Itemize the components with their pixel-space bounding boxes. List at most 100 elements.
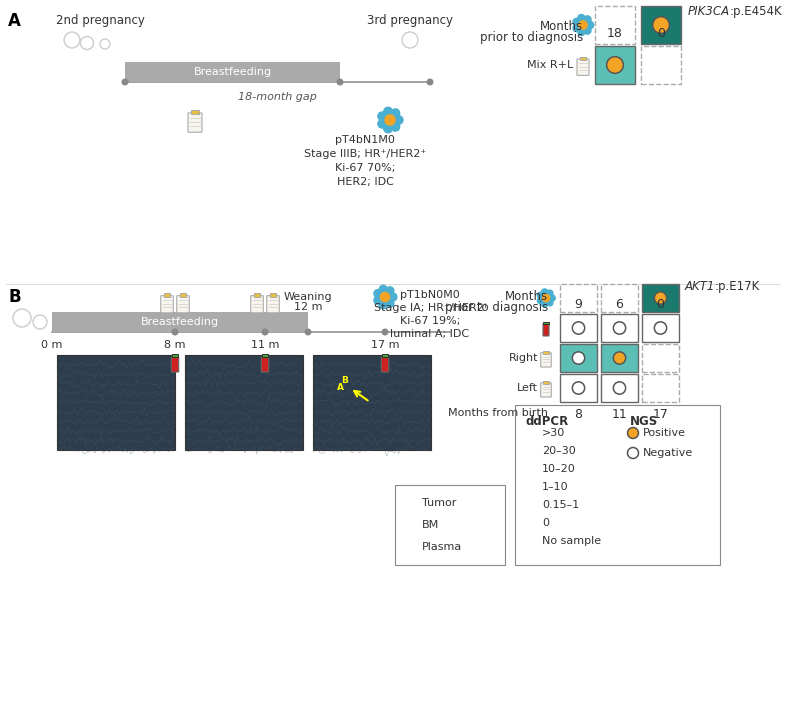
Text: Ki-67 19%;: Ki-67 19%; <box>400 316 460 326</box>
Circle shape <box>573 24 580 32</box>
Circle shape <box>584 16 591 23</box>
Bar <box>642 314 679 342</box>
FancyBboxPatch shape <box>171 357 178 372</box>
FancyBboxPatch shape <box>381 357 389 372</box>
Text: B: B <box>342 376 348 385</box>
Text: B: B <box>8 288 20 306</box>
Text: Stage IA; HR⁺/HER2⁾: Stage IA; HR⁺/HER2⁾ <box>373 303 487 313</box>
Circle shape <box>171 328 178 336</box>
Text: No sample: No sample <box>542 536 601 546</box>
FancyBboxPatch shape <box>541 383 551 397</box>
Text: NGS: NGS <box>630 415 658 428</box>
Circle shape <box>549 295 555 301</box>
Circle shape <box>427 78 434 86</box>
Bar <box>560 374 597 402</box>
Text: 11 m: 11 m <box>251 340 279 350</box>
Bar <box>525 498 538 511</box>
Text: Tumor: Tumor <box>422 498 457 508</box>
Circle shape <box>414 500 420 506</box>
Circle shape <box>542 289 548 295</box>
Circle shape <box>627 448 638 459</box>
Circle shape <box>384 107 392 116</box>
Circle shape <box>122 78 128 86</box>
Text: 10–20: 10–20 <box>542 464 576 474</box>
Circle shape <box>654 322 667 334</box>
Circle shape <box>607 57 623 73</box>
Text: 8: 8 <box>575 408 582 421</box>
Circle shape <box>578 28 585 35</box>
Circle shape <box>384 124 392 132</box>
Circle shape <box>572 382 585 394</box>
Bar <box>525 444 538 457</box>
Circle shape <box>613 352 626 364</box>
Text: Right: Right <box>509 353 538 363</box>
Circle shape <box>374 297 382 305</box>
Bar <box>601 314 638 342</box>
Circle shape <box>386 300 394 307</box>
Bar <box>525 516 538 529</box>
Text: Breastfeeding: Breastfeeding <box>141 317 219 327</box>
Text: pT4bN1M0: pT4bN1M0 <box>335 135 395 145</box>
Circle shape <box>380 285 387 293</box>
Text: 6: 6 <box>615 298 623 311</box>
Bar <box>595 6 635 44</box>
Circle shape <box>652 17 670 33</box>
Text: 18: 18 <box>607 27 623 40</box>
Circle shape <box>572 352 585 364</box>
Circle shape <box>378 120 387 128</box>
FancyBboxPatch shape <box>251 296 263 313</box>
FancyBboxPatch shape <box>161 296 173 313</box>
Circle shape <box>613 382 626 394</box>
Text: pT1bN0M0: pT1bN0M0 <box>400 290 460 300</box>
Text: :p.E17K: :p.E17K <box>715 280 760 293</box>
Circle shape <box>403 498 409 503</box>
Circle shape <box>262 328 269 336</box>
Circle shape <box>380 292 390 302</box>
Circle shape <box>304 328 311 336</box>
Bar <box>57 355 175 450</box>
Text: :p.E454K: :p.E454K <box>730 5 783 18</box>
Circle shape <box>391 122 400 131</box>
Text: Weaning: Weaning <box>284 292 332 302</box>
Text: Months: Months <box>505 290 548 303</box>
Circle shape <box>547 300 553 306</box>
Circle shape <box>379 291 391 303</box>
Bar <box>409 518 413 521</box>
Text: luminal A; IDC: luminal A; IDC <box>391 329 469 339</box>
FancyBboxPatch shape <box>541 353 551 367</box>
Bar <box>543 381 549 384</box>
Bar <box>254 293 260 297</box>
Circle shape <box>408 500 414 506</box>
Bar <box>313 355 431 450</box>
Bar <box>270 293 276 297</box>
Text: 3rd pregnancy: 3rd pregnancy <box>367 14 453 27</box>
Text: 18-month gap: 18-month gap <box>238 92 317 102</box>
Circle shape <box>578 21 587 29</box>
Text: 2nd pregnancy: 2nd pregnancy <box>56 14 145 27</box>
Bar <box>525 426 538 439</box>
Text: 17 m: 17 m <box>371 340 399 350</box>
Text: Mix R+L: Mix R+L <box>527 60 573 70</box>
Text: Plasma: Plasma <box>422 542 462 552</box>
Text: 0: 0 <box>542 518 549 528</box>
Circle shape <box>547 290 553 296</box>
Bar <box>543 322 549 324</box>
Bar <box>180 293 186 297</box>
FancyBboxPatch shape <box>266 296 279 313</box>
Text: Negative: Negative <box>643 448 693 458</box>
Text: AKT1: AKT1 <box>685 280 715 293</box>
Circle shape <box>584 27 591 34</box>
Text: 0 m: 0 m <box>42 340 63 350</box>
FancyBboxPatch shape <box>261 357 269 372</box>
Text: 8 m: 8 m <box>164 340 185 350</box>
Circle shape <box>538 292 544 298</box>
Circle shape <box>336 78 343 86</box>
Text: 11: 11 <box>612 408 627 421</box>
Circle shape <box>654 292 667 304</box>
Bar <box>642 284 679 312</box>
Circle shape <box>578 14 585 22</box>
FancyBboxPatch shape <box>177 296 189 313</box>
Text: A: A <box>8 12 21 30</box>
Text: Stage IIIB; HR⁺/HER2⁺: Stage IIIB; HR⁺/HER2⁺ <box>304 149 426 159</box>
Circle shape <box>385 115 395 125</box>
